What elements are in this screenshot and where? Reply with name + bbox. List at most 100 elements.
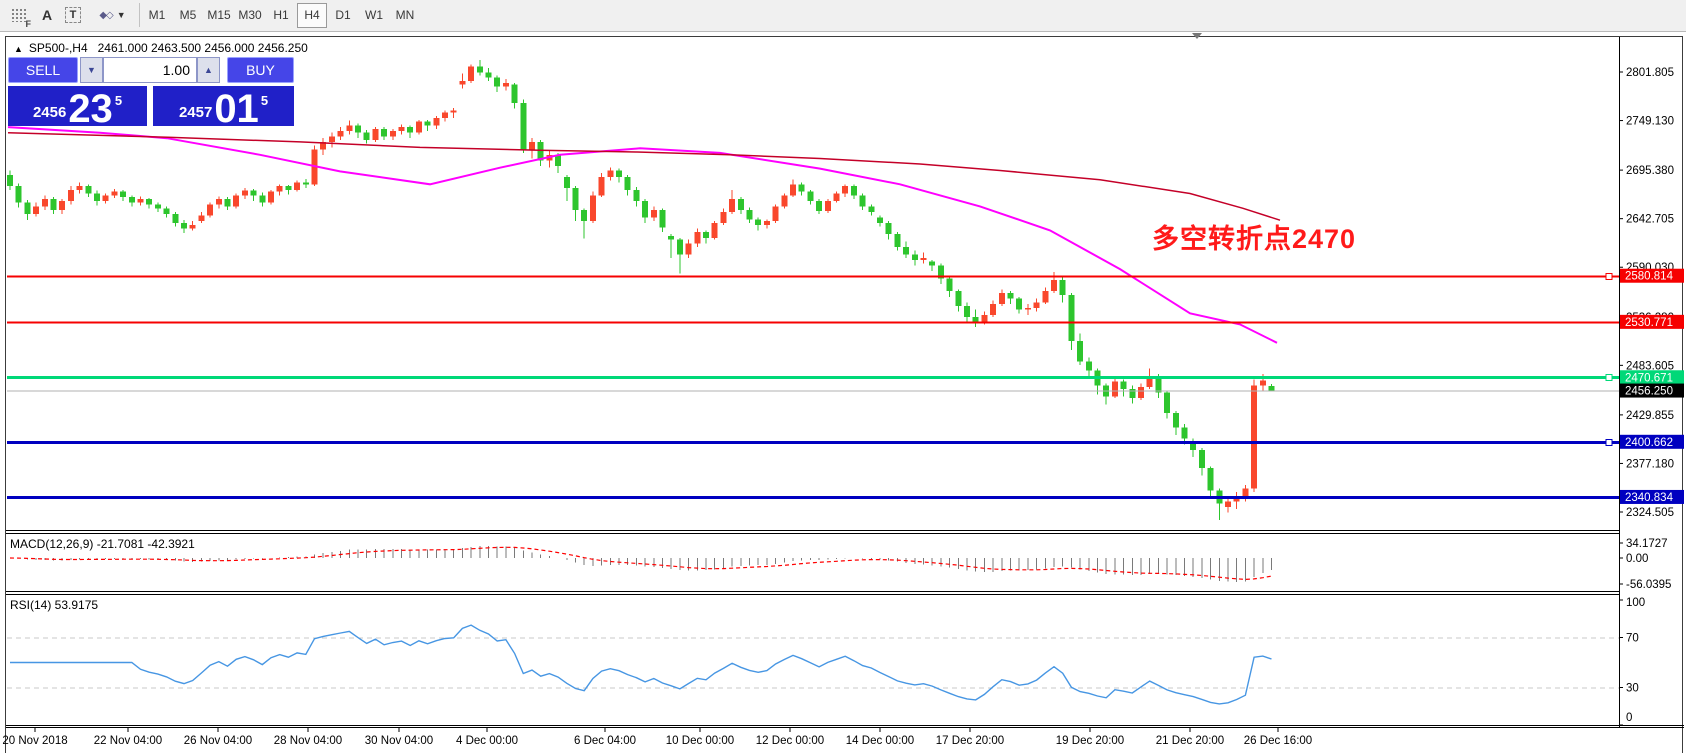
time-tick-label[interactable]: 12 Dec 00:00	[756, 735, 824, 747]
sell-price-display[interactable]: 2456 23 5	[8, 86, 147, 131]
text-label-tool-button[interactable]: A	[36, 3, 58, 27]
candle-body	[1051, 280, 1057, 292]
time-tick-label[interactable]: 26 Nov 04:00	[184, 735, 252, 747]
timeframe-button-h4[interactable]: H4	[297, 3, 327, 28]
candle-body	[659, 210, 666, 228]
buy-price-big: 01	[214, 87, 259, 131]
candle-body	[598, 176, 605, 196]
price-badge-label: 2400.662	[1625, 437, 1673, 449]
time-tick-label[interactable]: 17 Dec 20:00	[936, 735, 1004, 747]
candle-body	[450, 110, 457, 113]
candle-body	[1251, 385, 1258, 489]
buy-button[interactable]: BUY	[227, 57, 294, 83]
time-tick-label[interactable]: 20 Nov 2018	[2, 735, 67, 747]
timeframe-button-d1[interactable]: D1	[335, 8, 351, 22]
plot-area[interactable]	[7, 59, 1281, 520]
rsi-axis-label: 0	[1626, 712, 1632, 724]
candle-body	[816, 200, 823, 212]
candle-body	[894, 234, 901, 247]
grid-f-glyph: F	[25, 19, 32, 29]
candle-body	[990, 304, 997, 316]
candle-body	[981, 315, 988, 323]
time-tick-label[interactable]: 21 Dec 20:00	[1156, 735, 1224, 747]
candle-body	[67, 189, 74, 201]
candle-body	[668, 235, 675, 240]
candle-body	[1198, 449, 1205, 469]
candle-body	[476, 66, 483, 73]
time-tick-label[interactable]: 4 Dec 00:00	[456, 735, 518, 747]
price-badge-label: 2470.671	[1625, 372, 1673, 384]
candle-body	[137, 199, 144, 203]
arrange-objects-button[interactable]: ◆◇ ▼	[92, 3, 132, 27]
timeframe-button-m1[interactable]: M1	[148, 8, 166, 22]
chart-foreground-icon[interactable]: F	[6, 3, 32, 29]
candle-body	[833, 193, 840, 201]
timeframe-button-mn[interactable]: MN	[395, 8, 415, 22]
timeframe-button-m15[interactable]: M15	[207, 8, 231, 22]
candle-body	[259, 195, 266, 203]
timeframe-button-w1[interactable]: W1	[365, 8, 383, 22]
hline-anchor	[1605, 374, 1613, 381]
sell-price-big: 23	[68, 87, 113, 131]
candle-body	[790, 184, 796, 196]
time-tick-label[interactable]: 26 Dec 16:00	[1244, 735, 1312, 747]
price-badge	[1620, 434, 1684, 449]
candle-body	[1033, 302, 1040, 308]
time-tick-label[interactable]: 6 Dec 04:00	[574, 735, 636, 747]
candle-body	[389, 130, 396, 137]
candle-body	[850, 186, 857, 196]
candle-body	[1111, 381, 1118, 397]
candle-body	[920, 258, 927, 260]
time-tick-label[interactable]: 22 Nov 04:00	[94, 735, 162, 747]
candle-body	[676, 239, 683, 255]
candle-body	[581, 210, 588, 222]
volume-increase-button[interactable]: ▲	[197, 57, 220, 83]
arrange-objects-icon: ◆◇	[99, 9, 113, 21]
price-badge	[1620, 489, 1684, 504]
dropdown-caret-icon: ▼	[116, 10, 126, 20]
candle-body	[555, 154, 562, 166]
candle-body	[407, 127, 414, 133]
price-badge	[1620, 370, 1684, 385]
candle-body	[1068, 294, 1075, 342]
time-tick-label[interactable]: 14 Dec 00:00	[846, 735, 914, 747]
candle-body	[746, 210, 753, 220]
text-box-tool-button[interactable]: T	[62, 3, 84, 27]
candle-body	[763, 221, 770, 225]
candle-body	[172, 213, 179, 224]
time-tick-label[interactable]: 30 Nov 04:00	[365, 735, 433, 747]
candle-body	[433, 117, 440, 126]
candle-body	[59, 200, 66, 211]
candle-body	[772, 206, 779, 222]
buy-price-sup: 5	[260, 93, 269, 108]
candle-body	[424, 121, 431, 126]
candle-body	[154, 204, 161, 209]
candle-body	[711, 223, 718, 238]
candle-body	[937, 265, 944, 279]
candle-body	[1181, 427, 1188, 439]
candle-body	[903, 246, 910, 255]
buy-price-prefix: 2457	[178, 104, 213, 121]
macd-signal-line	[9, 546, 1272, 581]
rsi-axis-label: 30	[1626, 683, 1639, 695]
candle-body	[485, 72, 492, 78]
time-tick-label[interactable]: 10 Dec 00:00	[666, 735, 734, 747]
grid-dots-icon	[10, 8, 28, 22]
candle-body	[459, 81, 466, 85]
toolbar: F A T ◆◇ ▼ M1 M5 M15 M30 H1 H4 D1 W1 MN	[0, 0, 1686, 32]
candle-body	[807, 191, 814, 201]
candle-body	[189, 224, 196, 229]
timeframe-button-m30[interactable]: M30	[238, 8, 262, 22]
buy-price-display[interactable]: 2457 01 5	[153, 86, 294, 131]
toolbar-separator	[139, 3, 140, 27]
time-tick-label[interactable]: 19 Dec 20:00	[1056, 735, 1124, 747]
price-tick-label: 2324.505	[1626, 507, 1674, 519]
sell-button[interactable]: SELL	[8, 57, 78, 83]
timeframe-button-m5[interactable]: M5	[179, 8, 197, 22]
candle-body	[1129, 388, 1136, 399]
time-tick-label[interactable]: 28 Nov 04:00	[274, 735, 342, 747]
timeframe-button-h1[interactable]: H1	[273, 8, 289, 22]
volume-decrease-button[interactable]: ▼	[80, 57, 103, 83]
volume-input[interactable]	[103, 57, 197, 83]
